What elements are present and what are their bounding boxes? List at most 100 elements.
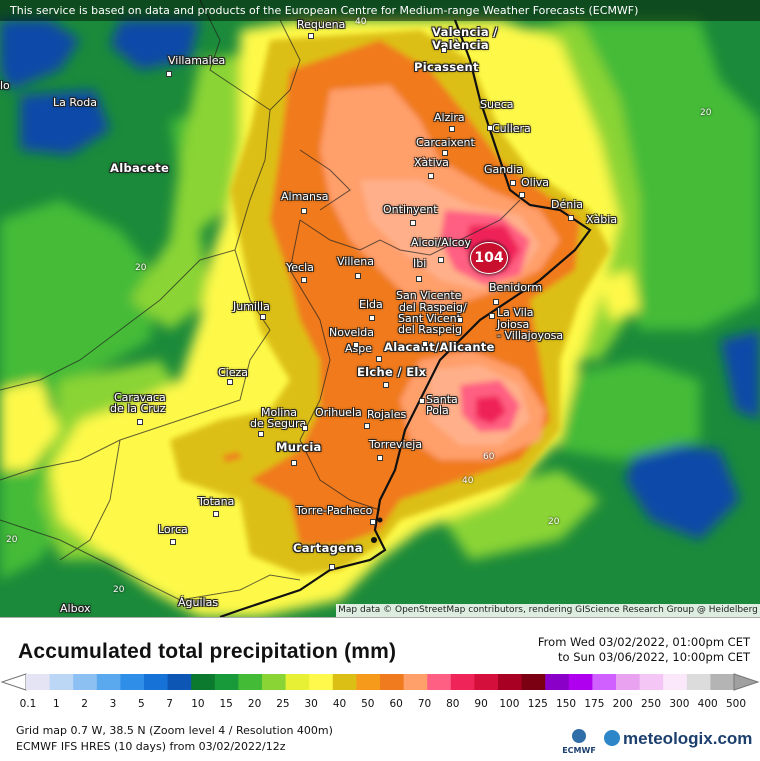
contour-label: 40 <box>355 17 367 27</box>
contour-label: 20 <box>548 517 560 527</box>
ecmwf-logo-text: ECMWF <box>562 746 596 755</box>
precipitation-map[interactable]: This service is based on data and produc… <box>0 0 760 617</box>
city-marker <box>137 419 143 425</box>
city-marker <box>308 33 314 39</box>
place-label: Alzira <box>434 111 465 124</box>
place-label: del Raspeig <box>398 323 462 336</box>
city-marker <box>213 511 219 517</box>
scale-swatch <box>73 674 98 690</box>
scale-label: 20 <box>247 698 262 710</box>
city-marker <box>510 180 516 186</box>
scale-label: 500 <box>725 698 747 710</box>
scale-label: 3 <box>109 698 117 710</box>
scale-swatch <box>450 674 475 690</box>
scale-label: 0.1 <box>19 698 37 710</box>
place-label: Pola <box>426 404 449 417</box>
place-label: de la Cruz <box>110 402 166 415</box>
place-label: Joiosa <box>497 318 530 331</box>
city-marker <box>489 313 495 319</box>
place-label: Jumilla <box>233 300 270 313</box>
city-marker <box>302 425 308 431</box>
scale-label: 50 <box>361 698 375 710</box>
city-marker <box>419 398 425 404</box>
scale-swatch <box>214 674 239 690</box>
city-marker <box>493 299 499 305</box>
place-label: Xàbia <box>586 213 618 226</box>
scale-swatch <box>356 674 381 690</box>
place-label: Águilas <box>178 596 219 609</box>
scale-swatch <box>26 674 51 690</box>
legend-title: Accumulated total precipitation (mm) <box>18 640 397 663</box>
scale-swatch <box>49 674 74 690</box>
scale-label: 30 <box>304 698 318 710</box>
place-label: Murcia <box>276 440 322 454</box>
scale-swatch <box>403 674 428 690</box>
place-label: Cullera <box>492 122 531 135</box>
scale-label: 40 <box>332 698 347 710</box>
place-label: Caravaca <box>114 391 166 404</box>
city-marker <box>442 150 448 156</box>
city-marker <box>487 125 493 131</box>
meteologix-logo-text: meteologix.com <box>623 729 753 748</box>
contour-label: 40 <box>462 476 474 486</box>
place-label: - Villajoyosa <box>497 329 564 342</box>
place-label: Ibi <box>413 257 427 270</box>
place-label: Sant Vicent <box>398 312 461 325</box>
scale-label: 10 <box>191 698 205 710</box>
ecmwf-logo[interactable]: ECMWF <box>562 728 596 756</box>
city-marker <box>416 276 422 282</box>
place-label: Alcoi/Alcoy <box>411 236 471 249</box>
scale-label: 5 <box>137 698 145 710</box>
place-label: Cartagena <box>293 541 363 555</box>
scale-arrow-low <box>0 673 27 691</box>
city-marker <box>355 273 361 279</box>
contour-label: 20 <box>135 263 147 273</box>
place-label: Carcaixent <box>416 136 475 149</box>
scale-swatch <box>686 674 711 690</box>
place-label: Orihuela <box>315 406 362 419</box>
place-label: Elche / Elx <box>357 365 427 379</box>
city-marker <box>370 519 376 525</box>
place-label: Albox <box>60 602 91 615</box>
scale-swatch <box>332 674 357 690</box>
place-label: Albacete <box>110 161 170 175</box>
precipitation-field <box>0 0 760 617</box>
model-info: ECMWF IFS HRES (10 days) from 03/02/2022… <box>16 740 286 753</box>
place-label: Alacant/Alicante <box>384 340 495 354</box>
meteologix-logo[interactable]: meteologix.com <box>604 729 752 749</box>
scale-swatch <box>663 674 688 690</box>
place-label: Aspe <box>345 342 373 355</box>
scale-label: 7 <box>166 698 173 710</box>
city-marker <box>410 220 416 226</box>
period-from: From Wed 03/02/2022, 01:00pm CET <box>537 635 750 649</box>
max-value-badge: 104 <box>470 242 508 274</box>
scale-label: 100 <box>499 698 520 710</box>
scale-swatch <box>96 674 121 690</box>
city-marker <box>441 47 447 53</box>
ecmwf-globe-icon <box>572 729 586 743</box>
map-attribution[interactable]: Map data © OpenStreetMap contributors, r… <box>336 604 760 617</box>
scale-label: 250 <box>640 698 662 710</box>
place-label: La Vila <box>497 306 534 319</box>
place-label: de Segura <box>250 417 307 430</box>
scale-swatch <box>309 674 334 690</box>
scale-swatch <box>498 674 523 690</box>
scale-label: 1 <box>52 698 60 710</box>
city-marker <box>260 314 266 320</box>
place-label: Sueca <box>480 98 514 111</box>
scale-label: 25 <box>276 698 290 710</box>
color-scale-labels: 0.1 1 2 3 5 7 10 15 20 25 30 40 50 60 70 80 90 100 125 150 1… <box>0 698 760 712</box>
place-label: Santa <box>426 393 458 406</box>
period-to: to Sun 03/06/2022, 10:00pm CET <box>558 650 750 664</box>
legend-panel: Accumulated total precipitation (mm) Fro… <box>0 617 760 761</box>
place-label: Novelda <box>329 326 375 339</box>
scale-swatch <box>474 674 499 690</box>
scale-swatch <box>592 674 617 690</box>
scale-label: 400 <box>697 698 718 710</box>
place-label: Ontinyent <box>383 203 438 216</box>
scale-label: 200 <box>612 698 633 710</box>
place-label: Elda <box>359 298 383 311</box>
city-marker <box>422 341 428 347</box>
scale-swatch <box>167 674 192 690</box>
city-marker <box>301 277 307 283</box>
